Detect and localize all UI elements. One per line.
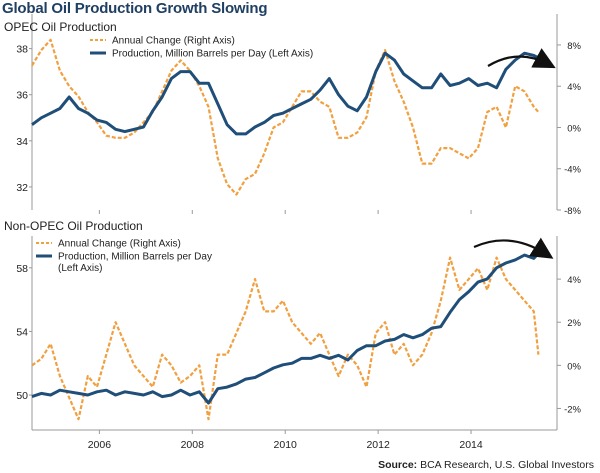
x-tick-label: 2014	[459, 439, 483, 451]
source-label: Source:	[378, 459, 418, 471]
production-series-line	[31, 252, 540, 405]
right-tick-label: -8%	[564, 206, 581, 217]
legend-label-annual: Annual Change (Right Axis)	[112, 36, 235, 47]
left-tick-label: 54	[16, 326, 28, 338]
annual-change-series-line	[31, 38, 540, 196]
panel-title: Non-OPEC Oil Production	[4, 219, 143, 233]
right-tick-label: 4%	[567, 82, 581, 93]
panel-1: OPEC Oil Production 32 34 36 38 -8% -4% 0% 4% 8% A…	[4, 14, 582, 217]
right-tick-label: 0%	[567, 361, 581, 372]
right-tick-label: -2%	[564, 404, 581, 415]
legend-label-production-cont: (Left Axis)	[58, 263, 102, 274]
legend-label-annual: Annual Change (Right Axis)	[58, 239, 181, 250]
right-tick-label: 2%	[567, 318, 581, 329]
right-tick-label: -4%	[564, 165, 581, 176]
left-tick-label: 34	[16, 136, 28, 148]
legend: Annual Change (Right Axis) Production, Mi…	[36, 239, 212, 274]
trend-arrow	[473, 237, 554, 259]
x-tick-label: 2008	[181, 439, 205, 451]
source-text: BCA Research, U.S. Global Investors	[420, 459, 594, 471]
annual-change-series-line	[31, 256, 540, 421]
left-tick-label: 50	[16, 390, 28, 402]
right-tick-label: 4%	[567, 275, 581, 286]
right-tick-label: 8%	[567, 41, 581, 52]
page-title: Global Oil Production Growth Slowing	[2, 0, 268, 17]
legend-label-production: Production, Million Barrels per Day	[58, 252, 212, 263]
x-tick-label: 2010	[274, 439, 298, 451]
panel-title: OPEC Oil Production	[4, 20, 117, 34]
production-series-line	[31, 51, 540, 136]
left-tick-label: 36	[16, 90, 28, 102]
left-tick-label: 58	[16, 263, 28, 275]
legend-label-production: Production, Million Barrels per Day (Lef…	[112, 49, 313, 60]
right-tick-label: 0%	[567, 123, 581, 134]
left-tick-label: 38	[16, 44, 28, 56]
source-note: Source: BCA Research, U.S. Global Invest…	[378, 459, 594, 471]
legend: Annual Change (Right Axis) Production, Mi…	[90, 36, 313, 60]
left-tick-label: 32	[16, 182, 28, 194]
x-tick-label: 2012	[366, 439, 390, 451]
x-tick-label: 2006	[88, 439, 112, 451]
panel-2: Non-OPEC Oil Production 50 54 58 -2% 0% 2% 4% 20…	[4, 219, 582, 451]
trend-arrow	[487, 48, 556, 69]
